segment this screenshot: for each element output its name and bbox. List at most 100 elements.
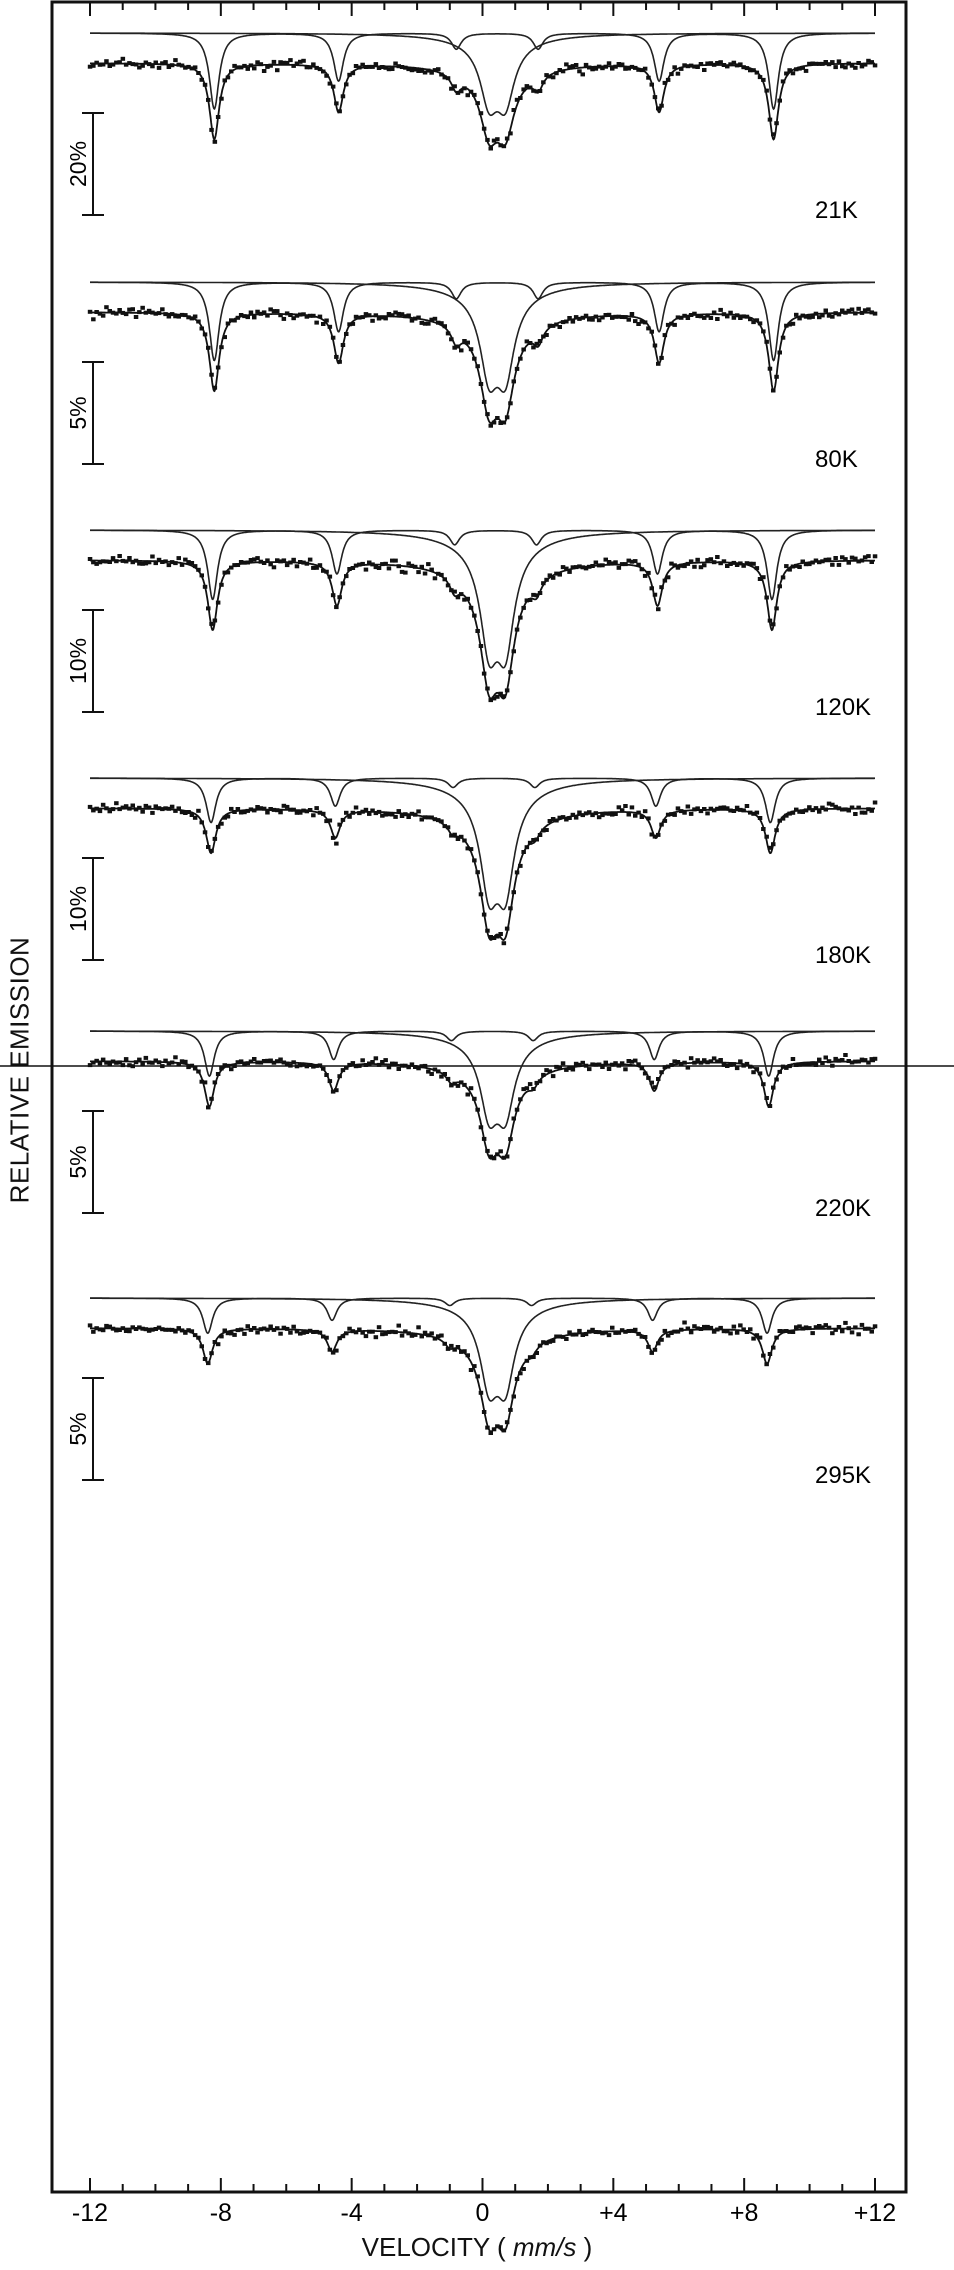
data-point	[840, 308, 845, 313]
data-point	[501, 1155, 507, 1160]
data-point	[238, 313, 244, 317]
data-point	[304, 1064, 310, 1069]
data-point	[754, 1333, 760, 1338]
data-point	[416, 315, 421, 320]
data-point	[524, 1358, 530, 1363]
data-point	[849, 63, 855, 68]
data-point	[258, 1060, 264, 1065]
data-point	[344, 82, 349, 87]
data-point	[183, 65, 188, 70]
data-point	[156, 1060, 162, 1065]
data-point	[672, 1059, 677, 1064]
data-point	[278, 810, 283, 815]
data-point	[603, 64, 608, 69]
data-point	[866, 807, 871, 812]
data-point	[495, 1152, 500, 1157]
data-point	[281, 558, 287, 563]
data-point	[350, 1329, 356, 1334]
data-point	[619, 1328, 625, 1333]
data-point	[104, 1060, 109, 1065]
data-point	[150, 1327, 155, 1332]
data-point	[718, 1325, 723, 1330]
data-point	[363, 567, 369, 572]
data-point	[843, 1053, 848, 1057]
plot-frame	[50, 0, 908, 2194]
data-point	[146, 308, 152, 313]
data-point	[705, 313, 710, 318]
data-point	[442, 324, 447, 329]
data-point	[100, 1328, 106, 1333]
data-point	[593, 811, 599, 816]
data-point	[317, 1063, 323, 1068]
data-point	[794, 67, 799, 72]
data-point	[284, 1061, 290, 1066]
data-point	[580, 565, 585, 570]
sextet-fit-curve	[90, 1297, 875, 1335]
data-point	[160, 1064, 165, 1069]
data-point	[807, 562, 812, 567]
data-point	[836, 59, 842, 64]
data-point	[133, 558, 139, 563]
data-point	[665, 812, 671, 817]
doublet-fit-curve	[90, 1030, 875, 1129]
data-point	[317, 314, 323, 319]
data-point	[853, 556, 858, 561]
data-point	[869, 60, 874, 65]
data-point	[439, 572, 444, 577]
data-point	[465, 93, 470, 98]
data-point	[150, 554, 155, 559]
data-point	[252, 66, 257, 71]
data-point	[711, 62, 717, 67]
data-point	[590, 317, 595, 322]
data-point	[209, 1351, 214, 1356]
data-point	[748, 561, 753, 566]
data-point	[462, 86, 467, 91]
data-point	[557, 1065, 562, 1070]
data-point	[685, 1065, 691, 1070]
data-point	[810, 808, 815, 813]
data-point	[741, 1327, 746, 1332]
data-point	[449, 833, 454, 838]
data-point	[669, 812, 674, 817]
data-point	[196, 319, 201, 324]
data-point	[275, 68, 280, 73]
data-point	[846, 1326, 851, 1331]
data-point	[481, 912, 487, 917]
data-point	[334, 354, 339, 359]
data-point	[573, 565, 579, 570]
data-point	[472, 92, 477, 97]
data-point	[169, 1060, 175, 1065]
data-point	[531, 1355, 536, 1359]
data-point	[403, 1063, 408, 1068]
data-point	[176, 806, 181, 811]
data-point	[705, 558, 710, 563]
data-point	[748, 1327, 753, 1332]
data-point	[813, 806, 819, 811]
spectrum-220K: 5%220K	[65, 1030, 878, 1222]
data-point	[728, 562, 733, 566]
data-point	[301, 560, 306, 565]
data-point	[636, 1062, 641, 1067]
data-point	[777, 818, 782, 823]
temperature-label: 80K	[815, 446, 858, 473]
data-point	[252, 1057, 257, 1061]
data-point	[445, 331, 451, 336]
data-point	[468, 1086, 474, 1091]
data-point	[764, 1362, 769, 1367]
data-point	[761, 329, 766, 334]
data-point	[127, 556, 132, 560]
data-point	[665, 322, 671, 327]
data-point	[794, 1325, 799, 1330]
data-point	[288, 58, 293, 63]
data-point	[436, 571, 441, 576]
data-point	[731, 1324, 737, 1329]
data-point	[633, 1058, 638, 1063]
data-point	[761, 827, 766, 831]
data-point	[153, 60, 158, 65]
data-point	[485, 686, 490, 691]
data-point	[524, 1086, 530, 1091]
data-point	[593, 1330, 599, 1334]
data-point	[278, 559, 283, 564]
data-point	[570, 1067, 576, 1072]
data-point	[298, 560, 303, 564]
